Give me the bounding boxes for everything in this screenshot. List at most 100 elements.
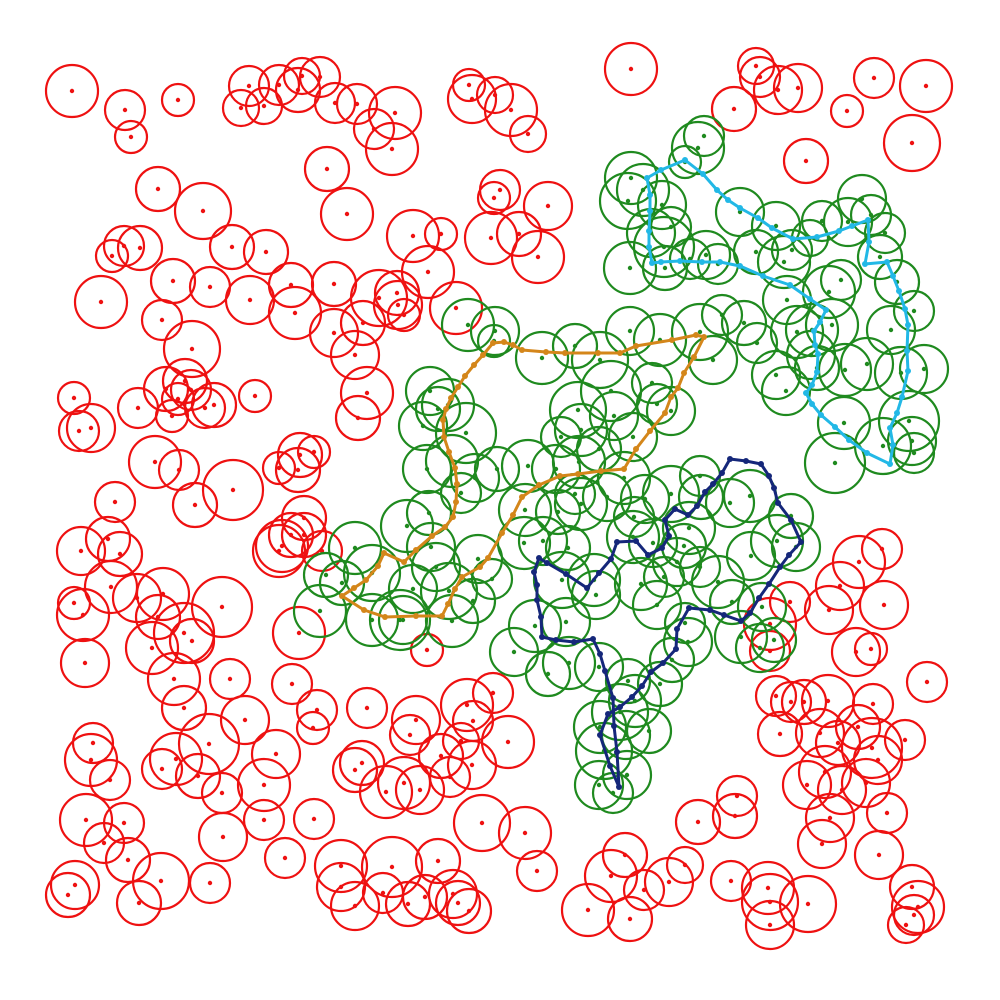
unclustered-center-dot	[230, 487, 236, 493]
unclustered-center-dot	[903, 922, 909, 928]
unclustered-disk	[160, 684, 208, 732]
unclustered-center-dot	[128, 134, 134, 140]
clustered-disk	[760, 365, 812, 417]
path-orange-vertex	[519, 347, 525, 353]
unclustered-center-dot	[359, 760, 365, 766]
path-navy-vertex	[614, 749, 620, 755]
clustered-disk	[750, 616, 798, 664]
unclustered-disk	[267, 511, 315, 559]
unclustered-center-dot	[870, 701, 876, 707]
clustered-center-dot	[492, 328, 498, 334]
unclustered-disk	[476, 180, 512, 216]
clustered-disk	[604, 305, 656, 357]
path-navy-vertex	[660, 660, 666, 666]
clustered-disk	[682, 114, 726, 158]
unclustered-center-dot	[819, 841, 825, 847]
unclustered-center-dot	[189, 638, 195, 644]
clustered-center-dot	[489, 576, 495, 582]
path-cyan-vertex	[725, 197, 731, 203]
unclustered-disk	[135, 566, 191, 622]
clustered-center-dot	[317, 608, 323, 614]
unclustered-center-dot	[911, 912, 917, 918]
unclustered-disk	[127, 434, 183, 490]
clustered-disk	[670, 120, 726, 176]
path-orange-vertex	[617, 350, 623, 356]
path-cyan-vertex	[905, 322, 911, 328]
unclustered-center-dot	[856, 559, 862, 565]
unclustered-center-dot	[413, 717, 419, 723]
path-navy-vertex	[766, 581, 772, 587]
unclustered-disk	[82, 821, 126, 865]
path-cyan-vertex	[658, 167, 664, 173]
unclustered-disk	[756, 710, 804, 758]
unclustered-center-dot	[227, 676, 233, 682]
unclustered-disk	[44, 63, 100, 119]
clustered-center-dot	[864, 361, 870, 367]
clustered-center-dot	[597, 357, 603, 363]
unclustered-disk	[860, 527, 904, 571]
clustered-center-dot	[701, 133, 707, 139]
path-orange-vertex	[510, 512, 516, 518]
unclustered-disk	[905, 660, 949, 704]
path-cyan-vertex	[890, 442, 896, 448]
unclustered-center-dot	[355, 415, 361, 421]
unclustered-center-dot	[69, 88, 75, 94]
unclustered-center-dot	[176, 467, 182, 473]
clustered-disks-layer	[292, 114, 950, 815]
path-orange-vertex	[454, 481, 460, 487]
path-navy-vertex	[719, 470, 725, 476]
path-orange-vertex	[459, 574, 465, 580]
path-navy-vertex	[539, 634, 545, 640]
clustered-center-dot	[428, 544, 434, 550]
clustered-disk	[524, 650, 572, 698]
unclustered-center-dot	[135, 405, 141, 411]
path-navy-vertex	[596, 570, 602, 576]
clustered-center-dot	[703, 252, 709, 258]
clustered-center-dot	[771, 637, 777, 643]
clustered-disk	[877, 389, 941, 453]
clustered-disk	[532, 550, 592, 610]
path-cyan-vertex	[896, 288, 902, 294]
path-cyan-vertex	[700, 171, 706, 177]
path-navy-vertex	[544, 560, 550, 566]
clustered-center-dot	[845, 219, 851, 225]
clustered-center-dot	[559, 577, 565, 583]
unclustered-center-dot	[219, 790, 225, 796]
clustered-disk	[667, 144, 703, 180]
path-orange-vertex	[443, 406, 449, 412]
path-orange-vertex	[693, 332, 699, 338]
path-cyan-vertex	[646, 228, 652, 234]
path-navy-vertex	[645, 552, 651, 558]
path-cyan-vertex	[899, 394, 905, 400]
unclustered-center-dot	[876, 852, 882, 858]
path-navy-vertex	[534, 582, 540, 588]
unclustered-center-dot	[909, 884, 915, 890]
unclustered-center-dot	[884, 810, 890, 816]
unclustered-disk	[510, 229, 566, 285]
unclustered-disk	[451, 67, 487, 103]
clustered-center-dot	[697, 473, 703, 479]
unclustered-disk	[55, 525, 107, 577]
unclustered-center-dot	[137, 245, 143, 251]
clustered-disk	[690, 554, 746, 610]
unclustered-center-dot	[352, 352, 358, 358]
unclustered-center-dot	[728, 878, 734, 884]
clustered-center-dot	[668, 491, 674, 497]
unclustered-center-dot	[136, 900, 142, 906]
clustered-center-dot	[888, 327, 894, 333]
path-navy-vertex	[747, 610, 753, 616]
path-cyan-vertex	[717, 259, 723, 265]
path-cyan-vertex	[790, 236, 796, 242]
unclustered-center-dot	[871, 75, 877, 81]
path-navy-vertex	[538, 614, 544, 620]
clustered-center-dot	[458, 490, 464, 496]
unclustered-disk	[364, 121, 420, 177]
unclustered-center-dot	[83, 817, 89, 823]
clustered-disk	[839, 336, 895, 392]
path-navy-vertex	[531, 569, 537, 575]
clustered-center-dot	[624, 772, 630, 778]
path-orange-vertex	[668, 394, 674, 400]
path-orange-vertex	[633, 343, 639, 349]
clustered-disk	[800, 199, 844, 243]
unclustered-center-dot	[105, 536, 111, 542]
